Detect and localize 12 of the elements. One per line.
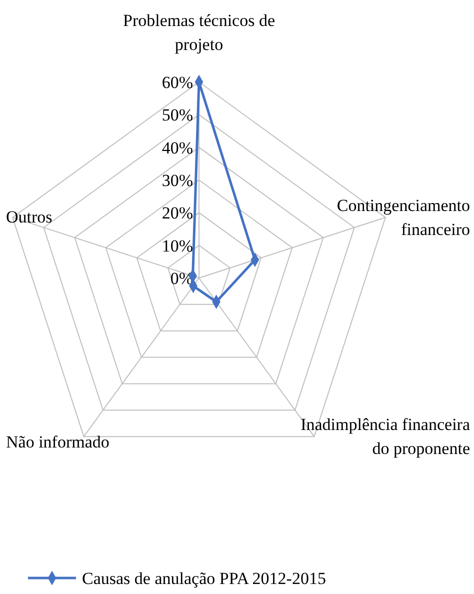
legend-label: Causas de anulação PPA 2012-2015 bbox=[82, 569, 326, 588]
spoke-label: Não informado bbox=[6, 432, 110, 452]
y-tick-label: 30% bbox=[162, 171, 193, 190]
spoke-label: Outros bbox=[6, 207, 52, 226]
spoke-label: Inadimplência financeira do proponente bbox=[300, 415, 470, 458]
y-tick-label: 40% bbox=[162, 138, 193, 158]
y-tick-label: 10% bbox=[162, 236, 193, 256]
spoke-label: Contingenciamento financeiro bbox=[336, 196, 470, 239]
y-tick-label: 50% bbox=[162, 106, 193, 125]
spoke-label: Problemas técnicos de projeto bbox=[122, 11, 276, 54]
y-tick-label: 60% bbox=[162, 73, 193, 92]
y-tick-label: 20% bbox=[162, 204, 193, 223]
